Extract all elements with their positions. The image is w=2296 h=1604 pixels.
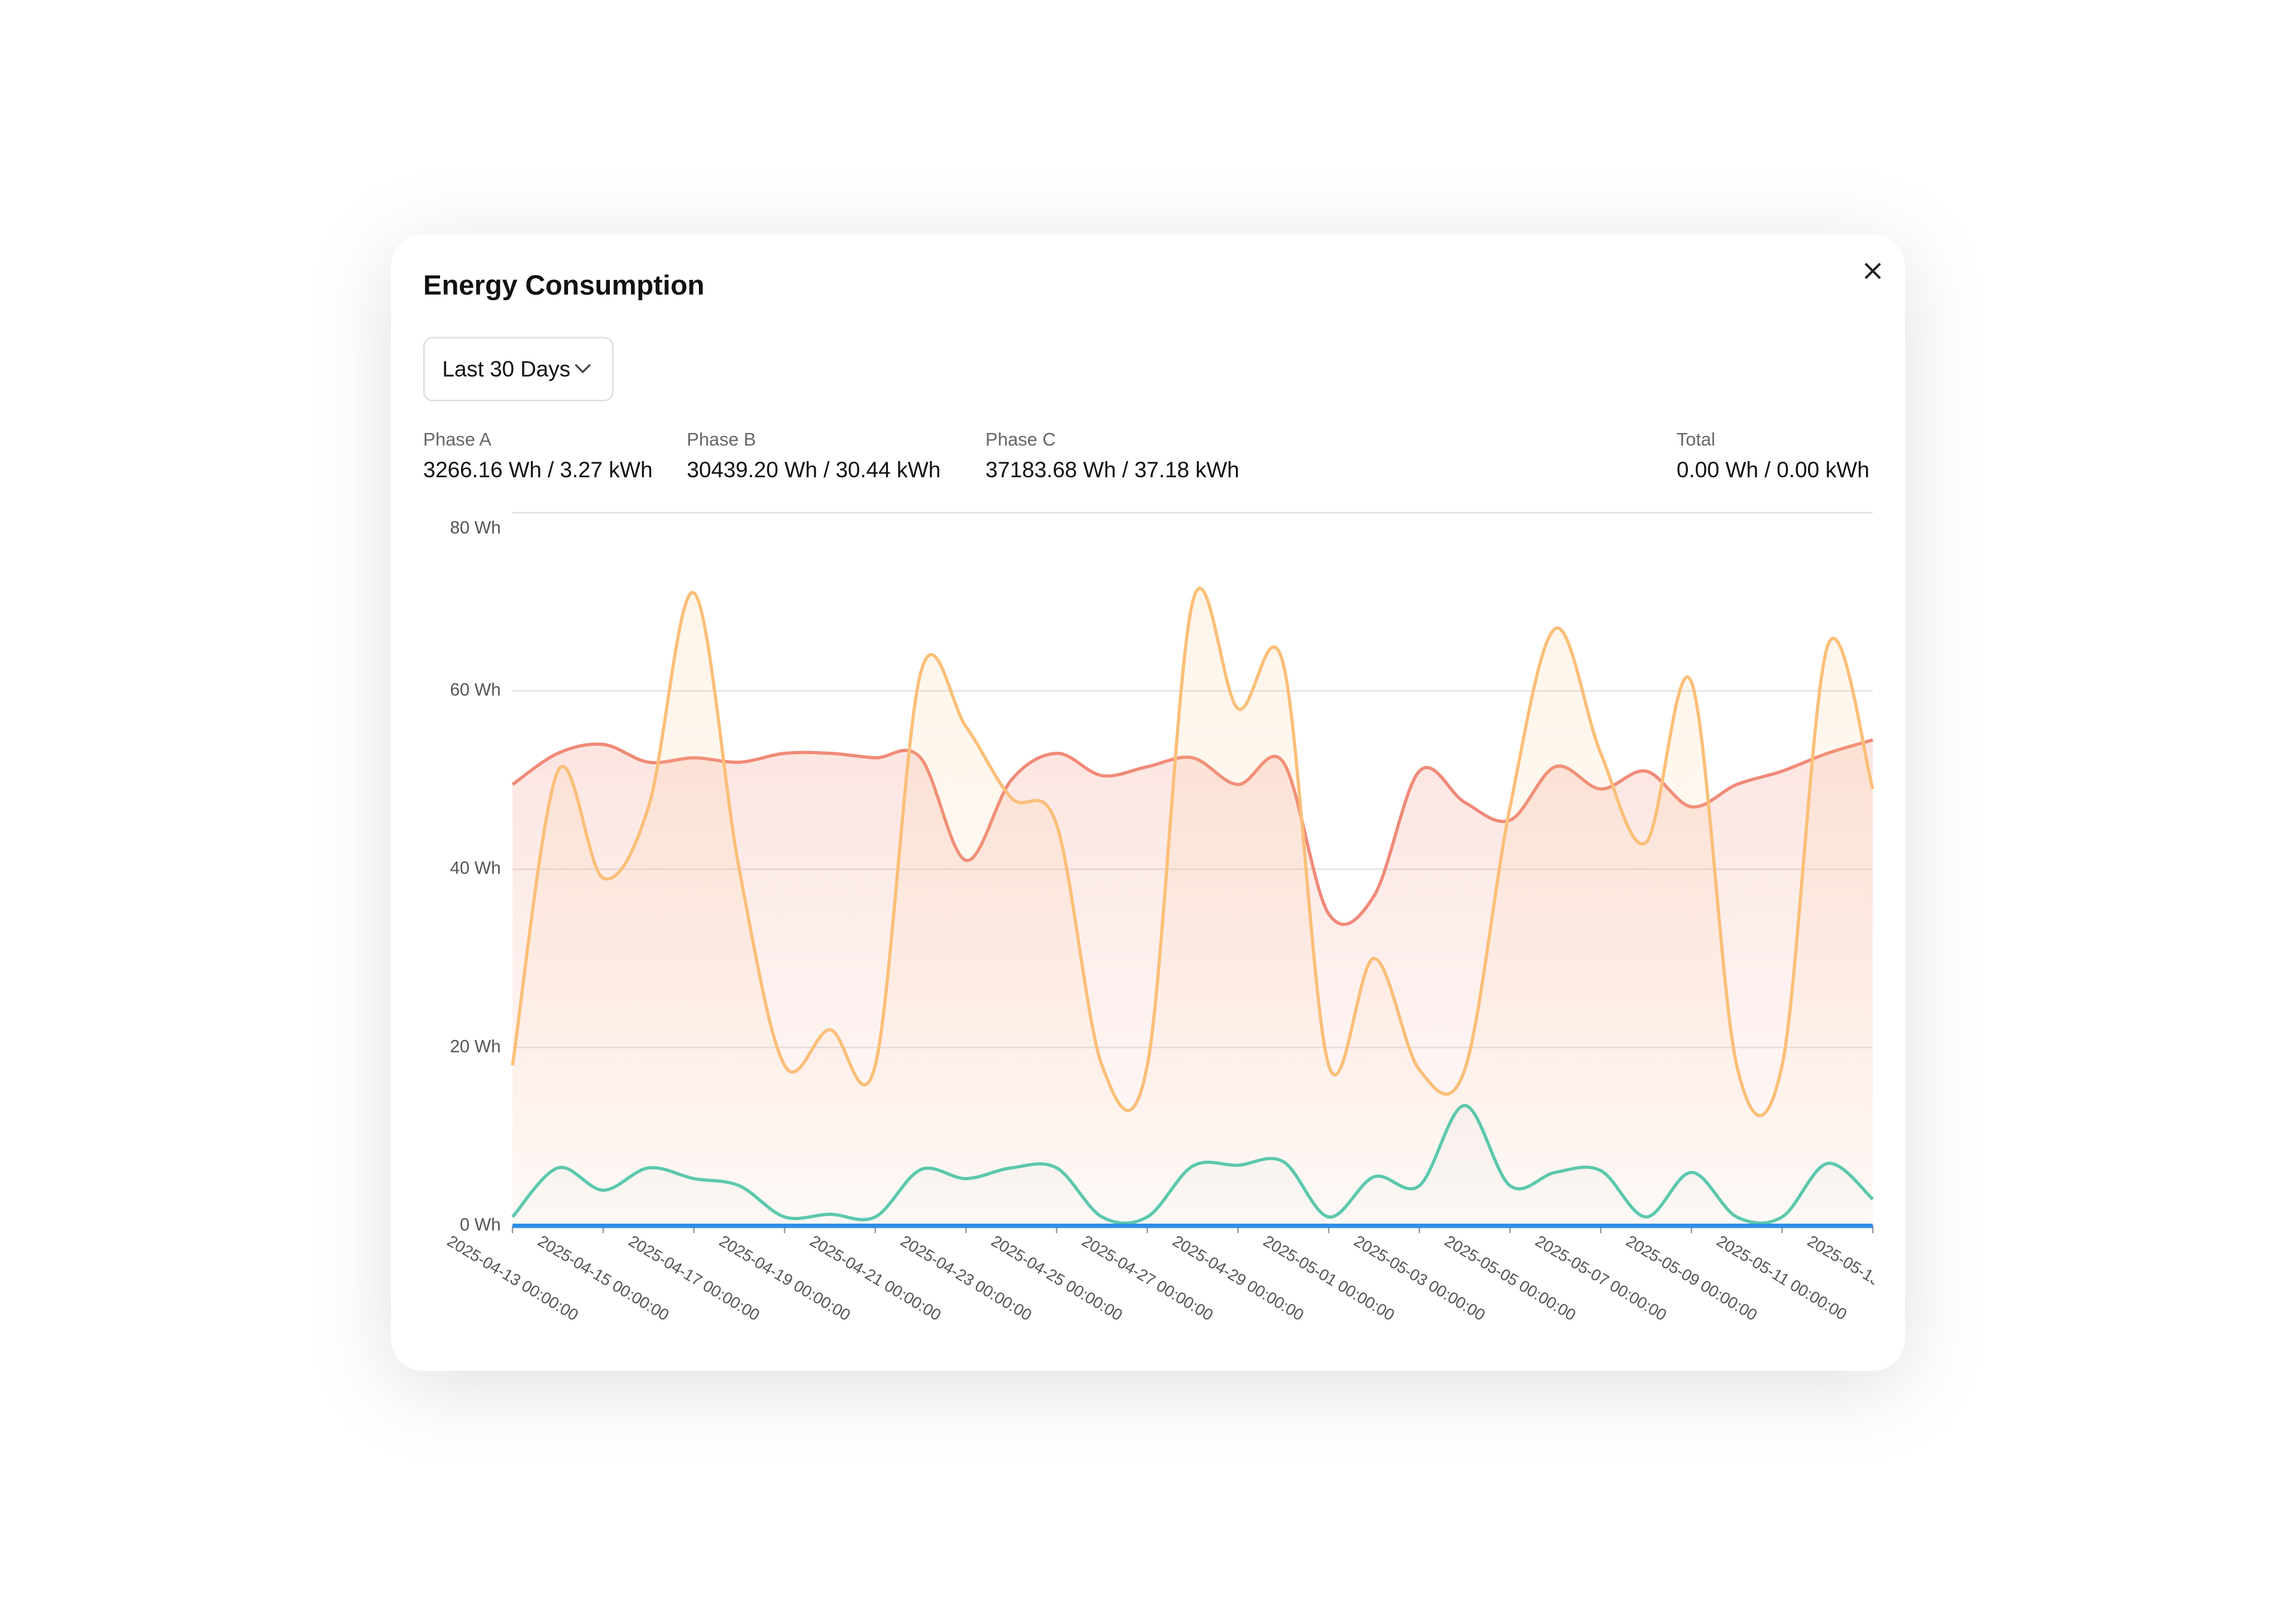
series-area: [512, 588, 1873, 1226]
y-tick-label: 80 Wh: [450, 518, 501, 538]
stat-value: 37183.68 Wh / 37.18 kWh: [985, 458, 1239, 482]
series-line: [511, 1103, 1874, 1225]
y-tick-label: 0 Wh: [460, 1215, 501, 1234]
range-select-text[interactable]: Last 30 Days: [442, 356, 570, 381]
stat-label: Total: [1677, 429, 1715, 450]
y-tick-label: 60 Wh: [450, 680, 501, 700]
stat-value: 3266.16 Wh / 3.27 kWh: [423, 458, 653, 482]
chevron: [575, 364, 591, 374]
range-select[interactable]: [423, 337, 614, 401]
stat-value: 0.00 Wh / 0.00 kWh: [1677, 458, 1869, 482]
close-button[interactable]: [1864, 263, 1881, 279]
stat-value: 30439.20 Wh / 30.44 kWh: [687, 458, 941, 482]
stat-label: Phase A: [423, 429, 492, 450]
stat-label: Phase B: [687, 429, 756, 450]
y-tick-label: 40 Wh: [450, 858, 501, 878]
dialog-title: Energy Consumption: [423, 269, 704, 300]
y-tick-label: 20 Wh: [450, 1036, 501, 1056]
series-line: [511, 587, 1874, 1117]
stat-label: Phase C: [985, 429, 1055, 450]
series-area: [512, 1105, 1873, 1226]
